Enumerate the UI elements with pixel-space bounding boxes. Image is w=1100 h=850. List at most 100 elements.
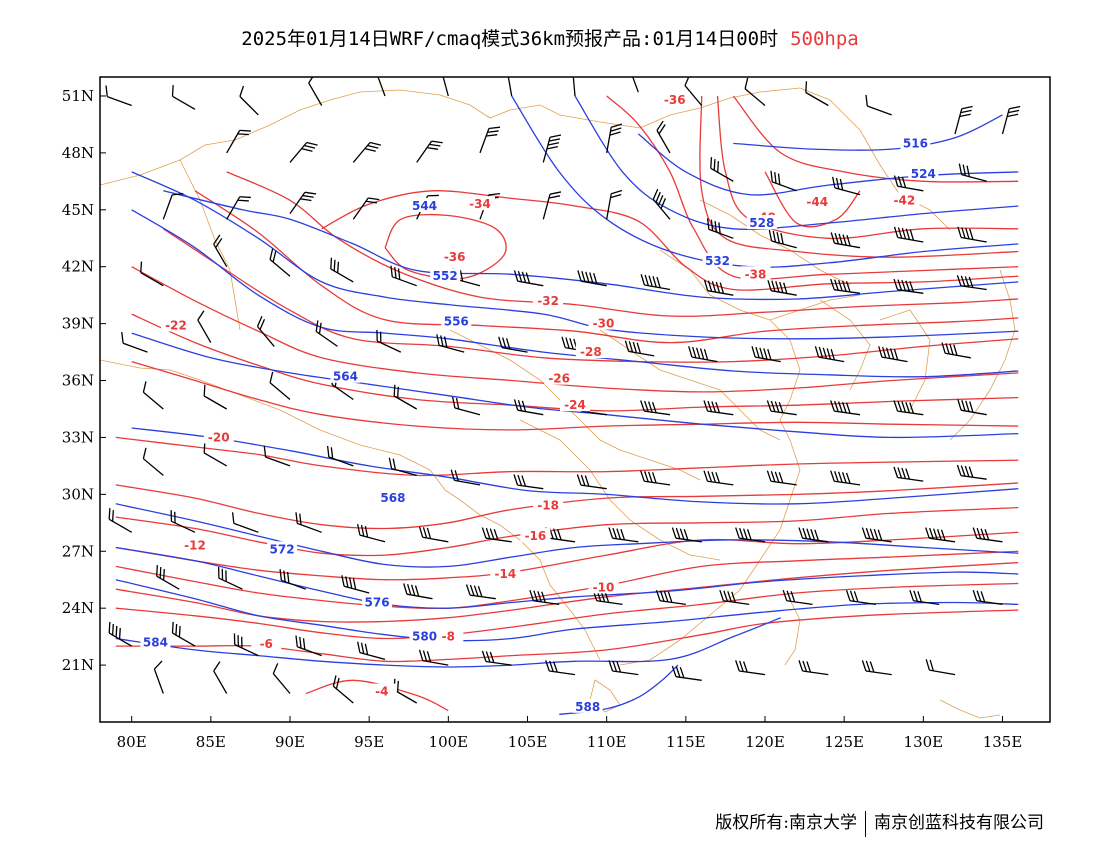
plot-frame [99,76,1051,723]
temperature-contour-label: -10 [593,580,615,594]
temperature-contour-label-bg [180,537,210,552]
wind-barb [105,85,132,107]
temperature-contour-label: -16 [525,529,547,543]
copyright-text: 版权所有:南京大学 [715,813,857,833]
temperature-contour-line [162,228,1019,363]
wind-barb [393,384,418,410]
temperature-contour-line [115,482,1019,530]
wind-barb [542,191,562,220]
wind-barb [608,660,639,676]
wind-barb [1001,105,1021,135]
wind-barb [256,315,275,347]
province-border [599,329,781,441]
wind-barb [861,527,892,543]
wind-barb [481,527,512,543]
temperature-contour-line [321,190,1019,291]
wind-barb [226,129,251,154]
wind-barb [416,140,443,163]
wind-barb [295,512,322,533]
wind-barb [390,265,417,287]
wind-barb [203,441,228,467]
wind-barb [798,660,829,676]
wind-barb [703,400,734,416]
temperature-contour-line [606,95,1019,280]
wind-barb [652,188,671,220]
wind-barb [170,510,196,533]
wind-barb [688,346,718,363]
wind-barb [703,470,734,486]
y-tick-label: 48N [62,144,94,162]
wind-barb [830,400,861,416]
wind-barb [751,346,781,363]
temperature-contour-label: -14 [494,567,516,581]
wind-barb [909,589,940,606]
temperature-contour-line [716,95,1019,240]
country-border [100,87,801,186]
wind-barb [465,584,496,600]
wind-barb [830,278,861,294]
wind-barb [830,232,861,249]
wind-barb [357,523,386,543]
wind-barb [289,141,318,163]
wind-barb [213,234,228,268]
temperature-contour-line [115,609,1019,663]
height-contour-label-bg [409,628,440,643]
temperature-contour-label-bg [889,192,920,207]
wind-barb [226,196,251,220]
height-contour-line [637,133,1019,196]
wind-barb [269,371,291,400]
border-layer [100,87,1016,719]
y-tick-label: 42N [62,258,94,276]
x-tick-label: 100E [429,733,469,751]
wind-barb [735,527,766,543]
wind-barb [893,226,924,243]
wind-barb [279,569,307,590]
wind-barb [357,641,386,661]
temperature-contour-line [115,506,1019,557]
wind-barb [656,120,671,154]
x-tick-label: 115E [666,733,706,751]
wind-barb [572,77,576,97]
province-border [449,329,701,481]
height-contour-line [115,617,782,668]
height-contour-line [115,503,1019,568]
height-contour-label-bg [409,198,440,212]
wind-barb [375,77,386,97]
wind-barb [830,470,861,486]
wind-barb [436,334,465,353]
wind-barb [233,633,259,657]
height-contour-line [163,190,1019,301]
x-tick-label: 125E [824,733,864,751]
temperature-contour-label-bg [490,566,521,581]
temperature-contour-label-bg [575,344,606,359]
temperature-contour-label-bg [588,579,619,594]
height-contour-line [115,546,1019,609]
province-border [519,419,721,561]
wind-barb [352,197,380,220]
axes: 80E 85E 90E 95E 100E 105E 110E 115E 120E 125E 130E… [62,87,1023,751]
temperature-contour-line [226,171,1019,317]
temperature-contour-label-bg [433,628,464,643]
height-contour-label: 528 [749,216,774,230]
wind-barb [481,650,512,666]
coastline [939,699,1001,719]
height-contour-label-bg [330,368,361,383]
wind-barb [418,649,449,666]
wind-barb [640,400,671,416]
wind-barb [506,77,513,97]
temperature-contour-label-bg [588,315,619,330]
height-contour-label: 576 [365,595,390,609]
temperature-contour-label: -4 [375,685,388,699]
wind-barb [814,346,845,363]
wind-barb [529,589,560,606]
wind-barb [171,621,196,647]
wind-barb [878,346,908,363]
height-contour-label-bg [140,634,171,649]
temperature-contour-line [131,266,1019,393]
temperature-contour-label-bg [533,497,564,512]
wind-barb [352,141,382,163]
coastline [879,309,931,411]
wind-barb [440,77,449,97]
temperature-contour-label: -18 [537,499,559,513]
